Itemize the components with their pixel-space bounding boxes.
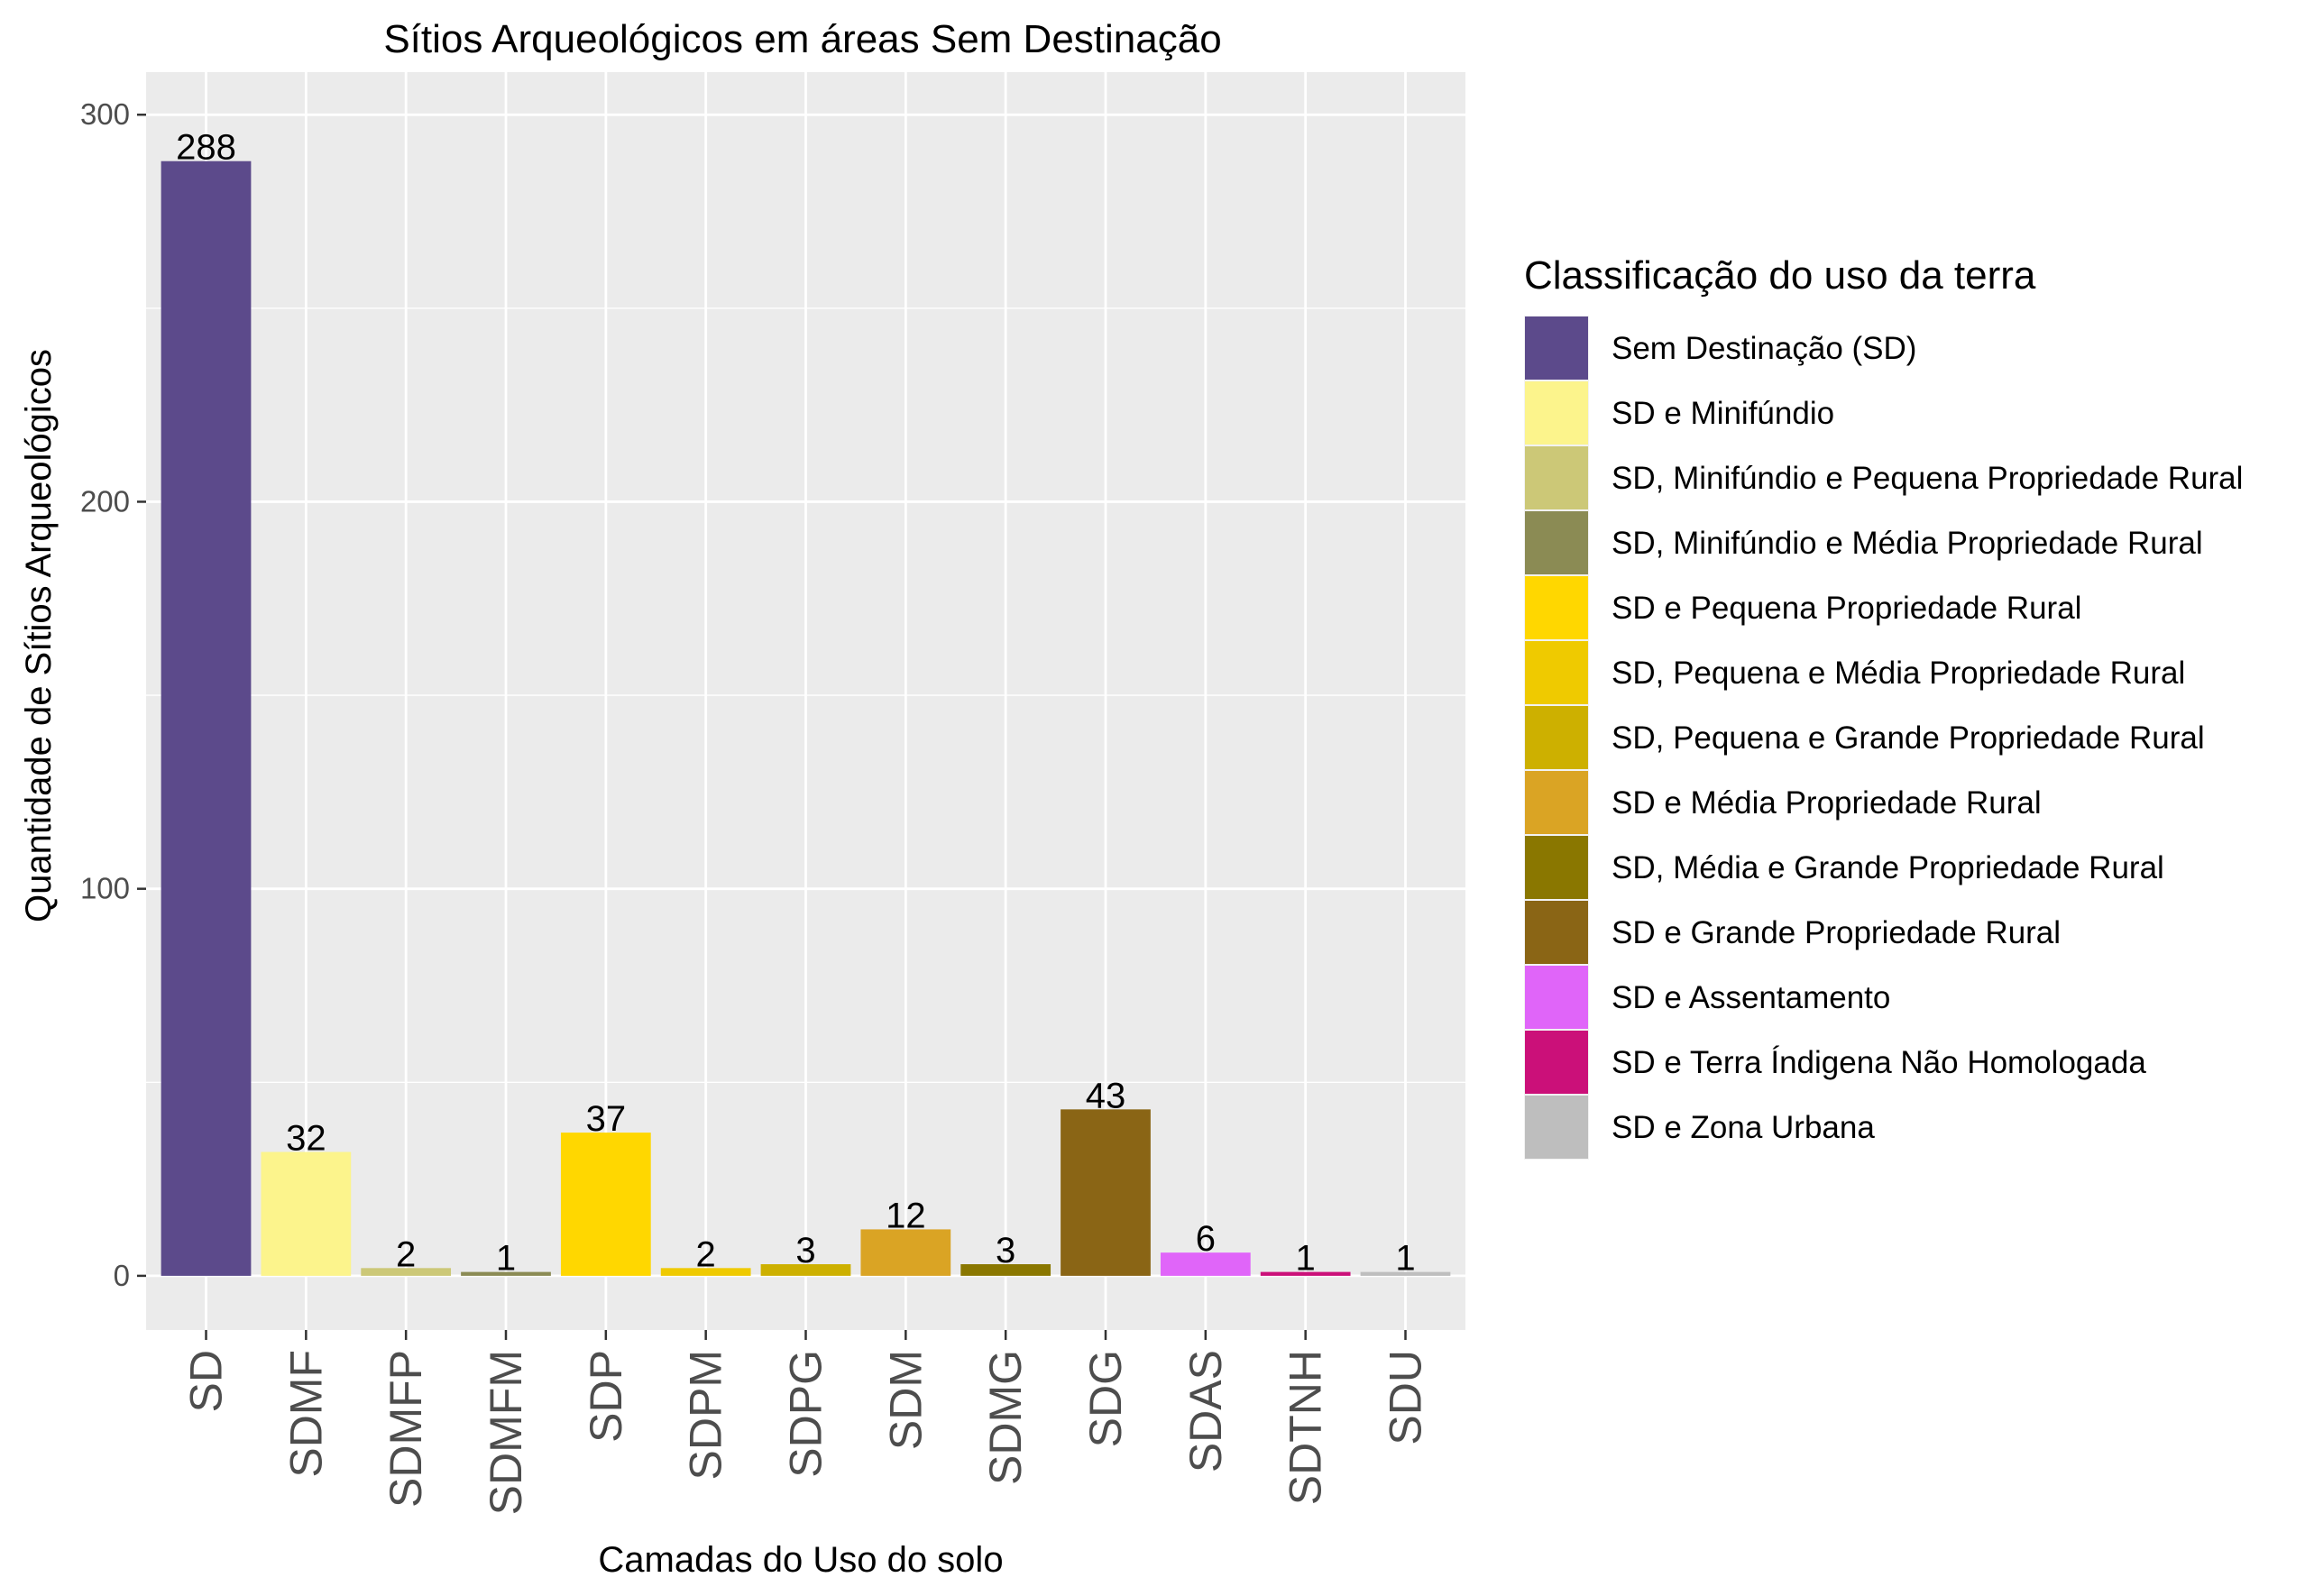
bar-value-label: 1 [496,1239,516,1279]
legend-swatch [1525,511,1588,574]
legend-label: SD, Pequena e Média Propriedade Rural [1612,656,2185,691]
x-tick-label: SDTNH [1281,1350,1331,1505]
legend-label: SD e Pequena Propriedade Rural [1612,591,2081,626]
bar-sdp [560,1133,651,1276]
legend-swatch [1525,446,1588,509]
legend-label: SD e Minifúndio [1612,396,1834,431]
bar-value-label: 43 [1086,1076,1126,1115]
legend-label: SD, Média e Grande Propriedade Rural [1612,850,2164,885]
legend-swatch [1525,1096,1588,1159]
x-axis: SD SDMF SDMFP SDMFM SDP SDPM SDPG SDM SDMG SDG SDA… [181,1330,1431,1515]
y-tick-label: 100 [80,872,130,905]
legend-label: SD e Média Propriedade Rural [1612,785,2042,821]
x-tick-label: SDM [880,1350,931,1450]
legend-label: SD, Minifúndio e Pequena Propriedade Rur… [1612,461,2243,496]
x-tick-label: SDG [1080,1350,1131,1447]
legend-label: SD e Zona Urbana [1612,1110,1875,1145]
bar-value-label: 3 [795,1231,815,1270]
x-tick-label: SDMFP [381,1350,431,1508]
bar-sdmfp [361,1268,452,1276]
x-tick-label: SDPM [681,1350,731,1480]
bar-value-label: 32 [286,1119,326,1159]
x-tick-label: SDPG [781,1350,831,1478]
bar-sdpg [760,1264,851,1276]
legend-label: SD e Assentamento [1612,980,1890,1015]
x-tick-label: SD [181,1350,232,1412]
bar-value-label: 1 [1296,1239,1316,1279]
bar-value-label: 288 [176,128,236,168]
bar-sdas [1160,1252,1251,1276]
x-axis-title: Camadas do Uso do solo [598,1540,1003,1580]
legend-label: SD, Minifúndio e Média Propriedade Rural [1612,526,2203,561]
legend-swatch [1525,641,1588,704]
y-tick-label: 300 [80,97,130,131]
bar-sdg [1061,1109,1151,1276]
bar-value-label: 2 [396,1234,416,1274]
legend-label: Sem Destinação (SD) [1612,331,1916,366]
y-axis-title: Quantidade de Sítios Arqueológicos [19,349,59,922]
x-tick-label: SDAS [1180,1350,1231,1472]
chart-title: Sítios Arqueológicos em áreas Sem Destin… [383,17,1221,61]
bar-value-label: 2 [696,1234,716,1274]
bar-value-label: 37 [586,1099,627,1139]
legend-swatch [1525,576,1588,639]
legend-swatch [1525,901,1588,964]
bars-layer [161,161,1451,1276]
y-tick-label: 200 [80,484,130,518]
legend: Classificação do uso da terra Sem Destin… [1524,253,2243,1160]
x-tick-label: SDP [581,1350,631,1443]
legend-swatch [1525,771,1588,834]
legend-swatch [1525,1031,1588,1094]
x-tick-label: SDMFM [481,1350,531,1515]
bar-sd [161,161,252,1276]
x-tick-label: SDMF [280,1350,331,1478]
legend-title: Classificação do uso da terra [1524,253,2036,298]
x-tick-label: SDU [1381,1350,1431,1445]
legend-swatch [1525,381,1588,445]
bar-sdmf [261,1151,352,1276]
legend-swatch [1525,706,1588,769]
bar-sdu [1360,1271,1451,1276]
bar-sdmg [960,1264,1051,1276]
legend-swatch [1525,836,1588,899]
bar-labels-layer: 288 32 2 1 37 2 3 12 3 43 6 1 1 [176,128,1416,1279]
y-axis: 0 100 200 300 [80,97,146,1292]
bar-value-label: 3 [996,1231,1015,1270]
bar-value-label: 6 [1196,1219,1216,1259]
y-tick-label: 0 [114,1259,130,1292]
bar-sdm [860,1229,951,1276]
legend-swatch [1525,966,1588,1029]
bar-sdmfm [461,1271,551,1276]
bar-sdpm [660,1268,751,1276]
bar-value-label: 12 [886,1196,926,1235]
bar-sdtnh [1260,1271,1351,1276]
x-tick-label: SDMG [980,1350,1031,1485]
legend-label: SD e Grande Propriedade Rural [1612,915,2061,950]
legend-label: SD, Pequena e Grande Propriedade Rural [1612,720,2205,756]
bar-value-label: 1 [1395,1239,1415,1279]
legend-label: SD e Terra Índigena Não Homologada [1612,1045,2146,1080]
plot-panel [146,72,1465,1330]
legend-swatch [1525,316,1588,380]
